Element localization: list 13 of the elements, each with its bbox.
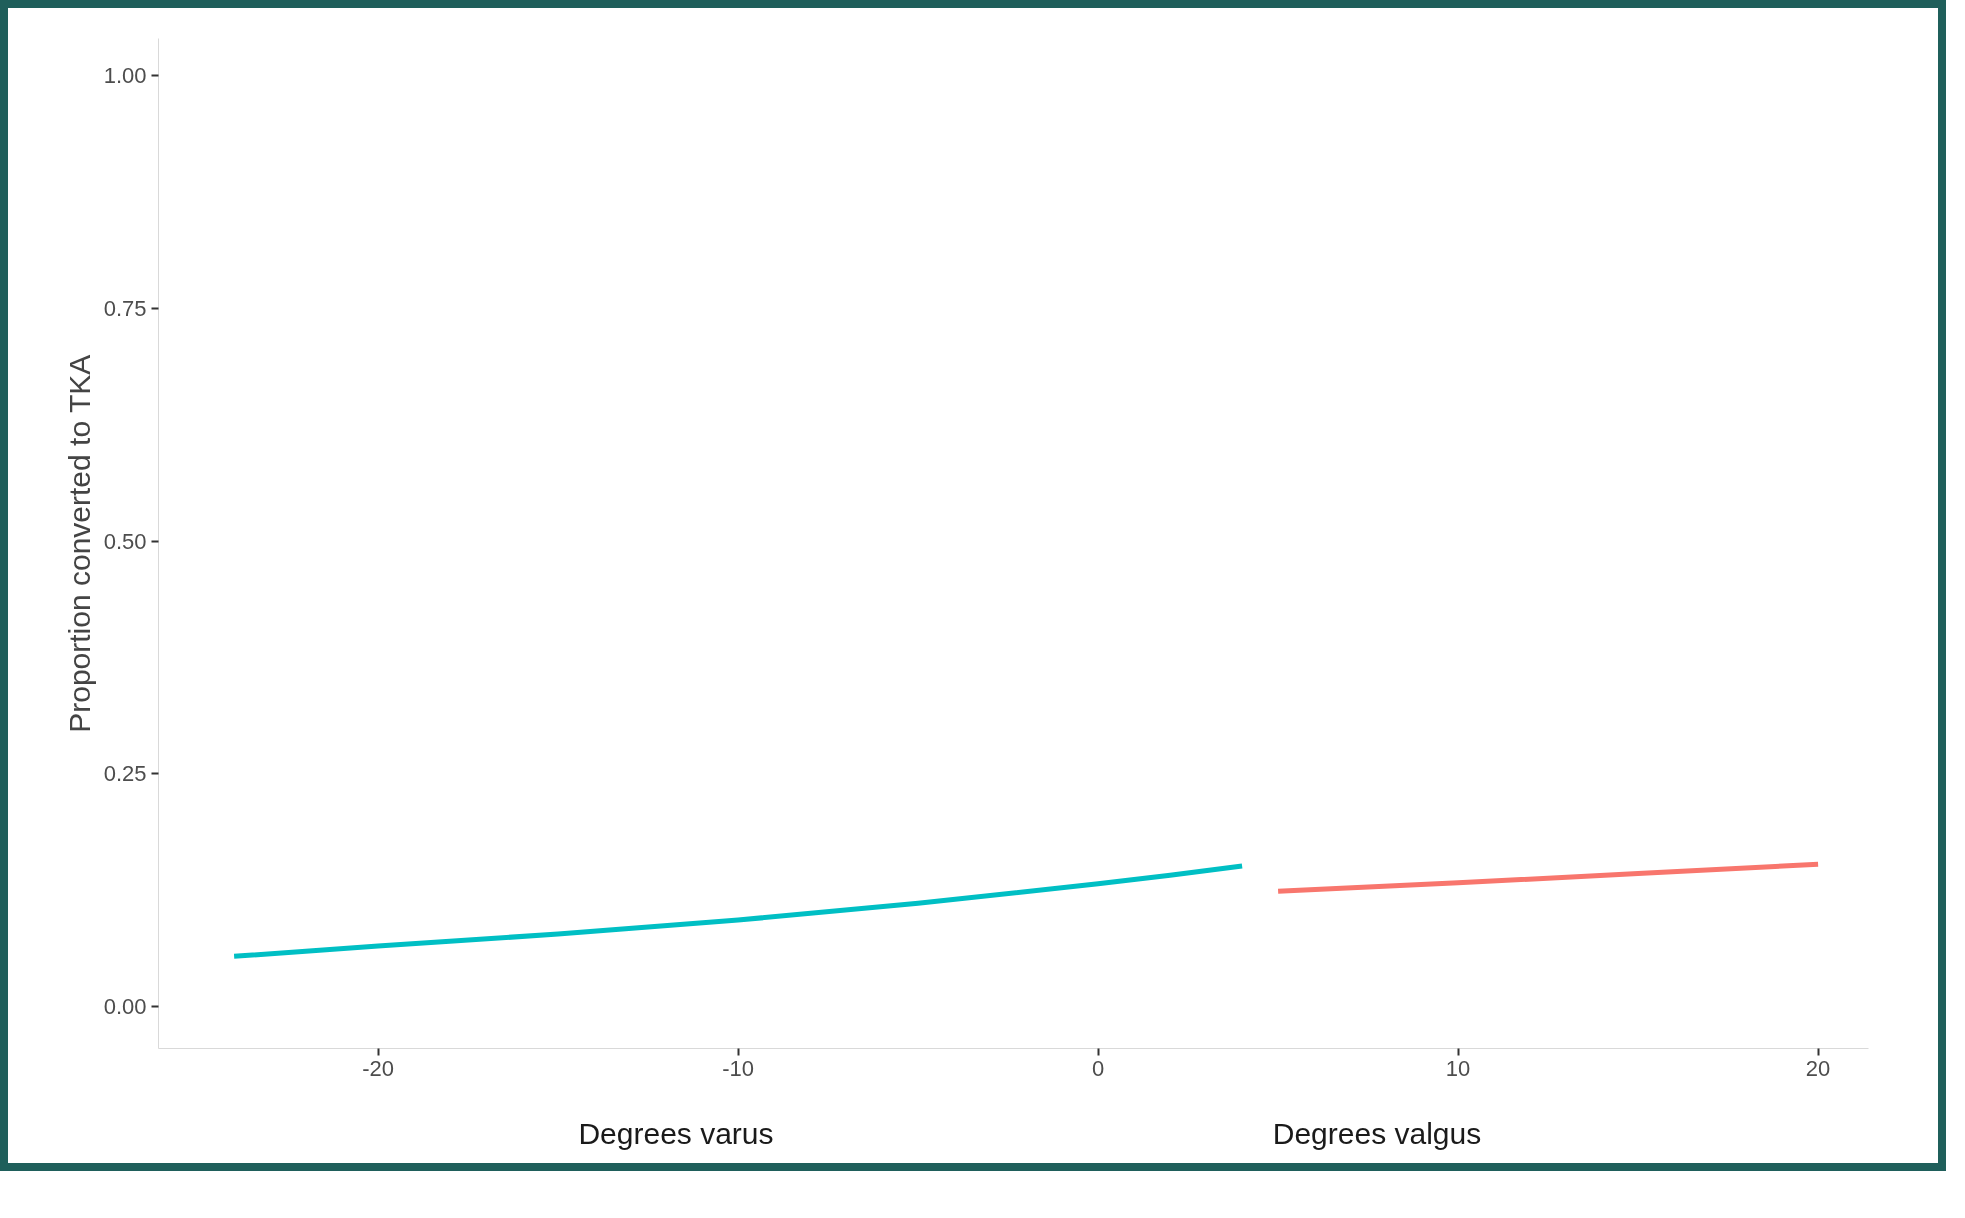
y-tick-label: 0.75	[103, 295, 147, 321]
x-tick-label: 0	[1091, 1055, 1105, 1081]
y-tick-label: 0.25	[103, 761, 147, 787]
y-axis-title: Proportion converted to TKA	[62, 354, 96, 733]
y-tick-label: 1.00	[103, 63, 147, 89]
x-tick-label: -10	[722, 1055, 754, 1081]
x-tick-label: -20	[362, 1055, 394, 1081]
x-tick-label: 20	[1805, 1055, 1831, 1081]
text: Degrees valgus	[1271, 1116, 1483, 1152]
y-tick-label: 0.00	[103, 994, 147, 1020]
x-tick-label: 10	[1445, 1055, 1471, 1081]
x-axis-title: Degrees varus	[577, 1116, 775, 1152]
y-tick-label: 0.50	[103, 528, 147, 554]
